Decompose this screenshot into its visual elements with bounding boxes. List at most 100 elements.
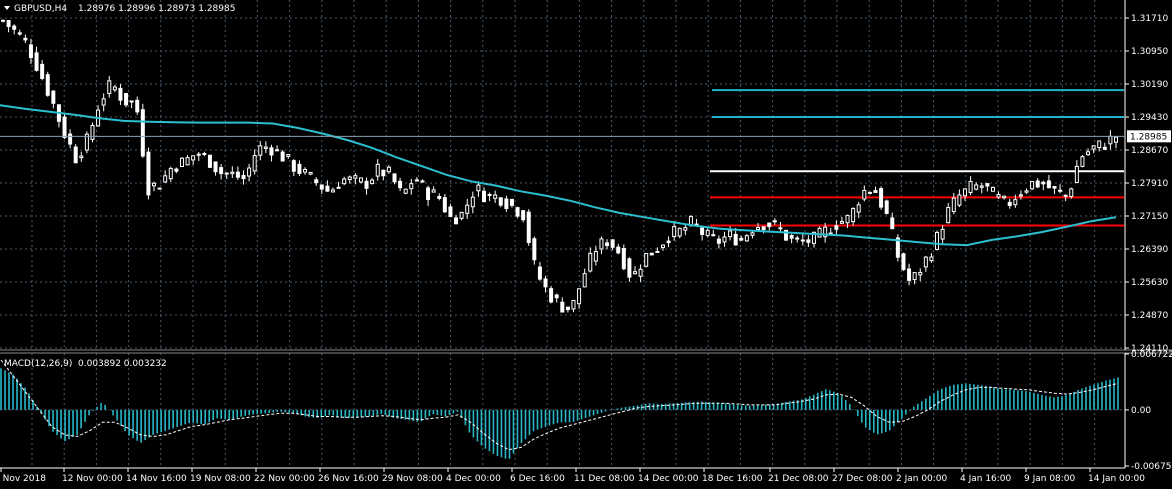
candle-body (565, 306, 570, 311)
candle-body (588, 252, 593, 272)
candle-body (370, 179, 375, 185)
candle-body (476, 184, 481, 192)
candle-body (330, 189, 335, 193)
candle-body (45, 74, 50, 96)
candle-body (140, 109, 145, 157)
candle-body (839, 220, 844, 224)
candle-body (907, 268, 912, 281)
candle-body (867, 191, 872, 194)
candle-body (196, 153, 201, 156)
candle-body (649, 252, 654, 256)
candle-body (940, 228, 945, 240)
candle-body (666, 240, 671, 244)
candle-body (957, 194, 962, 206)
candle-body (716, 238, 721, 244)
candle-body (286, 154, 291, 157)
time-tick-label: 22 Nov 00:00 (254, 474, 315, 484)
candle-body (873, 189, 878, 193)
current-price-box (1127, 130, 1171, 143)
candle-body (23, 37, 28, 41)
candle-body (811, 231, 816, 244)
price-tick-label: 1.27910 (1131, 179, 1168, 189)
candle-body (571, 300, 576, 310)
candle-body (532, 238, 537, 261)
candle-body (426, 187, 431, 201)
candle-body (845, 214, 850, 224)
candle-body (778, 227, 783, 230)
price-tick-label: 1.26390 (1131, 245, 1168, 255)
candle-body (303, 168, 308, 173)
candle-body (683, 227, 688, 231)
candle-body (912, 272, 917, 281)
candle-body (1024, 190, 1029, 193)
candle-body (1102, 146, 1107, 150)
candle-body (68, 133, 73, 145)
chart-grid (0, 0, 1125, 468)
current-price-label: 1.28985 (1130, 132, 1167, 142)
candle-body (1114, 136, 1118, 143)
time-tick-label: 4 Dec 00:00 (446, 474, 501, 484)
time-tick-label: 7 Nov 2018 (0, 474, 46, 484)
candle-body (454, 217, 459, 225)
candle-body (291, 160, 296, 172)
time-tick-label: 6 Dec 16:00 (510, 474, 565, 484)
candle-body (358, 177, 363, 183)
candle-body (549, 288, 554, 303)
candle-body (772, 220, 777, 223)
macd-tick-label: -0.006756 (1131, 462, 1172, 472)
candle-body (1052, 185, 1057, 189)
candle-body (124, 92, 129, 106)
candle-body (308, 171, 313, 175)
candle-body (968, 180, 973, 193)
candle-body (705, 229, 710, 236)
time-tick-label: 26 Nov 16:00 (318, 474, 379, 484)
candle-body (1018, 194, 1023, 197)
candle-body (219, 167, 224, 175)
candle-body (621, 248, 626, 270)
candle-body (515, 207, 520, 217)
candle-body (101, 98, 106, 106)
candle-body (275, 149, 280, 152)
candle-body (381, 169, 386, 177)
candle-body (213, 161, 218, 173)
candle-body (364, 180, 369, 189)
price-tick-label: 1.27150 (1131, 212, 1168, 222)
candle-body (442, 197, 447, 213)
candle-body (750, 232, 755, 236)
candle-body (448, 206, 453, 218)
candle-body (79, 155, 84, 159)
candle-body (605, 242, 610, 247)
price-tick-label: 1.24110 (1131, 344, 1168, 354)
candle-body (739, 237, 744, 241)
candle-body (28, 44, 33, 59)
candle-body (325, 185, 330, 192)
candle-body (6, 20, 11, 27)
candle-body (834, 225, 839, 230)
candle-body (247, 167, 252, 177)
candle-body (733, 233, 738, 246)
price-tick-label: 1.24870 (1131, 311, 1168, 321)
candle-body (230, 171, 235, 175)
candle-body (985, 183, 990, 187)
price-tick-label: 1.25630 (1131, 278, 1168, 288)
candle-body (962, 188, 967, 197)
candle-body (73, 146, 78, 164)
macd-tick-label: 0.00 (1131, 406, 1151, 416)
time-tick-label: 27 Dec 08:00 (832, 474, 893, 484)
dropdown-triangle-icon[interactable] (4, 6, 10, 10)
time-tick-label: 12 Nov 00:00 (62, 474, 123, 484)
candle-body (498, 197, 503, 206)
candle-body (784, 229, 789, 241)
candle-body (923, 256, 928, 268)
candle-body (487, 193, 492, 196)
time-tick-label: 14 Dec 00:00 (638, 474, 699, 484)
candle-body (1030, 181, 1035, 190)
candle-body (677, 227, 682, 237)
candle-body (152, 182, 157, 187)
candle-body (224, 172, 229, 175)
candle-body (660, 244, 665, 249)
macd-axis-labels: 0.006722 0.00 -0.006756 (1125, 350, 1172, 472)
price-tick-label: 1.30190 (1131, 80, 1168, 90)
